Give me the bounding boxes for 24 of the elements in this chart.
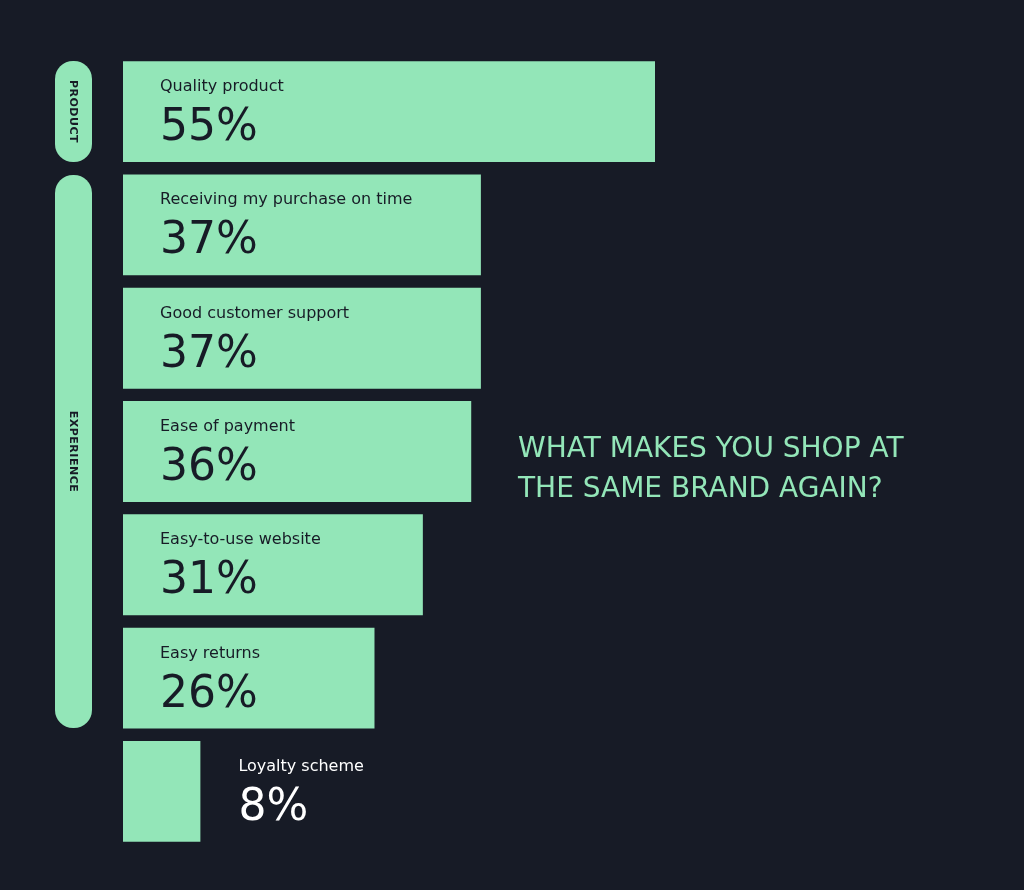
data-label: 55% [160, 99, 258, 151]
text: WHAT MAKES YOU SHOP AT THE SAME BRAND AGAIN? [517, 430, 913, 504]
y-tick-label: Ease of payment [160, 416, 295, 435]
bar [123, 514, 423, 616]
y-tick-label: Quality product [160, 76, 284, 96]
bar [123, 401, 472, 502]
data-label: 31% [160, 552, 258, 604]
data-label: 36% [160, 439, 258, 490]
y-tick-label: Easy returns [160, 642, 261, 662]
y-tick-label: Loyalty scheme [238, 755, 364, 775]
data-label: 37% [160, 325, 258, 377]
group-tag: EXPERIENCE [55, 174, 92, 729]
data-label: 8% [238, 778, 309, 830]
bar [123, 174, 481, 276]
group-tag: PRODUCT [55, 61, 92, 163]
bar [123, 61, 655, 163]
y-tick-label: Receiving my purchase on time [160, 189, 413, 209]
bar [123, 740, 201, 842]
data-label: 26% [160, 665, 258, 717]
data-label: 37% [160, 212, 258, 264]
bar [123, 287, 481, 389]
bar [123, 627, 375, 729]
y-tick-label: Easy-to-use website [160, 529, 321, 549]
y-tick-label: Good customer support [160, 302, 350, 322]
